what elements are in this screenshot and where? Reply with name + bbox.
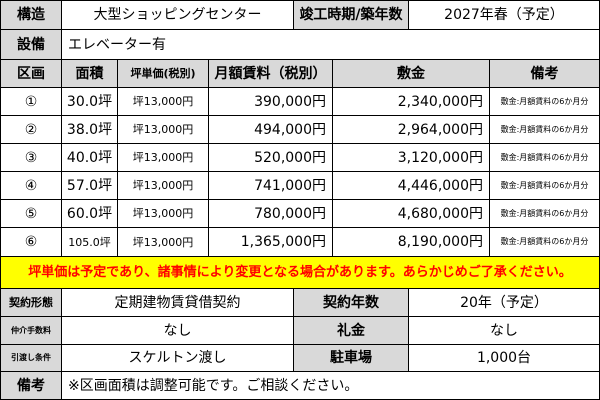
contract-years-label: 契約年数 (293, 288, 409, 317)
header-section: 区画 (0, 59, 62, 88)
row1-area: 30.0坪 (61, 87, 118, 116)
broker-fee-label: 仲介手数料 (0, 316, 62, 345)
row1-remarks: 敷金:月額賃料の6か月分 (489, 87, 600, 116)
row2-area: 38.0坪 (61, 115, 118, 144)
remarks-value: ※区画面積は調整可能です。ご相談ください。 (61, 371, 600, 400)
row4-rent: 741,000円 (208, 171, 333, 200)
row1-unit-price: 坪13,000円 (117, 87, 209, 116)
handover-value: スケルトン渡し (61, 344, 294, 372)
row6-deposit: 8,190,000円 (332, 227, 490, 257)
row6-section: ⑥ (0, 227, 62, 257)
row6-remarks: 敷金:月額賃料の6か月分 (489, 227, 600, 257)
row3-area: 40.0坪 (61, 143, 118, 172)
row6-area: 105.0坪 (61, 227, 118, 257)
row3-rent: 520,000円 (208, 143, 333, 172)
key-money-value: なし (408, 316, 600, 345)
row1-rent: 390,000円 (208, 87, 333, 116)
row4-section: ④ (0, 171, 62, 200)
header-rent: 月額賃料（税別） (208, 59, 333, 88)
row4-deposit: 4,446,000円 (332, 171, 490, 200)
row4-remarks: 敷金:月額賃料の6か月分 (489, 171, 600, 200)
broker-fee-value: なし (61, 316, 294, 345)
row5-section: ⑤ (0, 199, 62, 228)
row2-unit-price: 坪13,000円 (117, 115, 209, 144)
remarks-label: 備考 (0, 371, 62, 400)
row5-unit-price: 坪13,000円 (117, 199, 209, 228)
contract-type-value: 定期建物賃貸借契約 (61, 288, 294, 317)
structure-label: 構造 (0, 0, 62, 30)
completion-label: 竣工時期/築年数 (293, 0, 409, 30)
row2-section: ② (0, 115, 62, 144)
row2-remarks: 敷金:月額賃料の6か月分 (489, 115, 600, 144)
row3-unit-price: 坪13,000円 (117, 143, 209, 172)
row6-unit-price: 坪13,000円 (117, 227, 209, 257)
row3-section: ③ (0, 143, 62, 172)
row4-unit-price: 坪13,000円 (117, 171, 209, 200)
row4-area: 57.0坪 (61, 171, 118, 200)
row3-deposit: 3,120,000円 (332, 143, 490, 172)
row5-remarks: 敷金:月額賃料の6か月分 (489, 199, 600, 228)
row6-rent: 1,365,000円 (208, 227, 333, 257)
equipment-value: エレベーター有 (61, 29, 600, 60)
header-remarks: 備考 (489, 59, 600, 88)
row1-deposit: 2,340,000円 (332, 87, 490, 116)
header-unit-price: 坪単価(税別) (117, 59, 209, 88)
contract-years-value: 20年（予定） (408, 288, 600, 317)
row2-deposit: 2,964,000円 (332, 115, 490, 144)
row1-section: ① (0, 87, 62, 116)
key-money-label: 礼金 (293, 316, 409, 345)
structure-value: 大型ショッピングセンター (61, 0, 294, 30)
row5-deposit: 4,680,000円 (332, 199, 490, 228)
row2-rent: 494,000円 (208, 115, 333, 144)
header-deposit: 敷金 (332, 59, 490, 88)
equipment-label: 設備 (0, 29, 62, 60)
completion-value: 2027年春（予定） (408, 0, 600, 30)
handover-label: 引渡し条件 (0, 344, 62, 372)
parking-value: 1,000台 (408, 344, 600, 372)
parking-label: 駐車場 (293, 344, 409, 372)
header-area: 面積 (61, 59, 118, 88)
row5-rent: 780,000円 (208, 199, 333, 228)
contract-type-label: 契約形態 (0, 288, 62, 317)
row3-remarks: 敷金:月額賃料の6か月分 (489, 143, 600, 172)
price-notice: 坪単価は予定であり、諸事情により変更となる場合があります。あらかじめご了承くださ… (0, 256, 600, 289)
row5-area: 60.0坪 (61, 199, 118, 228)
